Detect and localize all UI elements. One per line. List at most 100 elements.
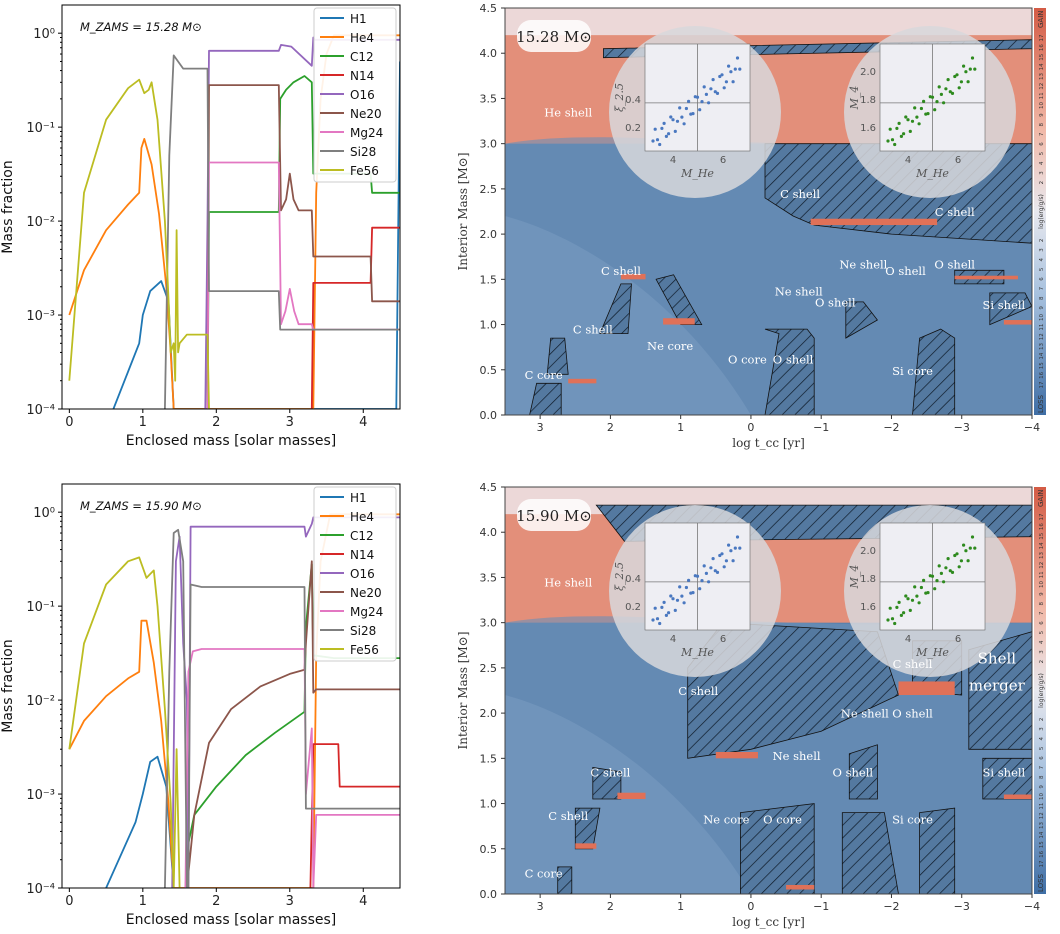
inset-left-point: [735, 56, 740, 60]
inset-right-point: [919, 585, 924, 590]
colorbar-tick: 5: [1039, 151, 1045, 155]
inset-right-point: [897, 121, 901, 125]
colorbar-label: log(erg/g/s): [1038, 673, 1045, 708]
inset-left-point: [720, 73, 724, 77]
colorbar-tick: 6: [1039, 277, 1045, 281]
colorbar-tick: 13: [1039, 342, 1045, 349]
inset-left-point: [687, 99, 691, 103]
inset-left-point: [698, 587, 702, 591]
inset-left-point: [735, 535, 740, 539]
x-tick-label: −3: [954, 900, 970, 913]
colorbar-tick: 7: [1039, 132, 1045, 136]
inset-right-point: [922, 99, 926, 103]
y-tick-label: 4.0: [480, 526, 498, 539]
convective-zone: [982, 757, 1032, 800]
inset-right-point: [933, 587, 937, 591]
inset-left-point: [660, 605, 664, 610]
inset-left-point: [655, 138, 660, 142]
inset-left-point: [718, 74, 722, 79]
inset-left-point: [662, 121, 666, 125]
inset-right-point: [910, 119, 915, 123]
inset-right-point: [942, 101, 946, 105]
y-tick-label: 10⁰: [33, 506, 55, 521]
inset-left-point: [731, 80, 735, 84]
inset-left-point: [660, 126, 664, 130]
y-axis-label: Interior Mass [M⊙]: [456, 152, 470, 270]
inset-right-point: [888, 606, 892, 610]
inset-right-point: [966, 80, 970, 84]
inset-right-point: [908, 129, 912, 133]
colorbar-tick: 16: [1039, 371, 1045, 378]
inset-right-point: [930, 95, 935, 99]
inset-left-point: [658, 142, 662, 147]
inset-right-point: [953, 74, 957, 79]
inset-right-point: [904, 594, 908, 598]
inset-left-point: [702, 564, 706, 568]
y-tick-label: 10⁻³: [26, 309, 55, 324]
burning-flash: [810, 218, 938, 226]
convective-zone: [655, 274, 703, 325]
colorbar-loss: LOSS: [1037, 873, 1045, 892]
inset-right-ylabel: M_4: [848, 86, 861, 111]
colorbar-tick: 11: [1039, 571, 1045, 578]
region-label: C core: [525, 368, 563, 382]
region-label: He shell: [544, 106, 592, 120]
region-label: O shell: [885, 264, 926, 278]
region-label: Si core: [892, 364, 933, 378]
region-label: O core: [728, 352, 767, 366]
inset-right-point: [913, 585, 917, 589]
y-tick-label: 4.5: [480, 481, 498, 494]
inset-right-xtick: 6: [955, 155, 961, 166]
colorbar-tick: 10: [1039, 793, 1045, 800]
mass-label: 15.28 M⊙: [516, 28, 592, 46]
colorbar-tick: 14: [1039, 831, 1045, 838]
region-label: C shell: [548, 809, 588, 823]
legend-label: Mg24: [350, 126, 383, 140]
inset-left-point: [724, 559, 729, 563]
legend-label: He4: [350, 31, 374, 45]
inset-right-point: [937, 564, 941, 568]
colorbar-tick: 9: [1039, 306, 1045, 310]
inset-left-point: [733, 546, 737, 550]
colorbar-loss: LOSS: [1037, 394, 1045, 413]
inset-right-xtick: 4: [905, 155, 911, 166]
series-line-si28: [164, 54, 400, 409]
legend-label: H1: [350, 12, 367, 26]
inset-right-point: [935, 579, 939, 583]
region-label: C shell: [935, 205, 975, 219]
mass-bubble: [517, 499, 591, 531]
legend-label: Fe56: [350, 164, 379, 178]
inset-left-xlabel: M_He: [680, 167, 714, 180]
series-line-fe56: [68, 78, 210, 409]
x-tick-label: 0: [747, 421, 754, 434]
colorbar-tick: 9: [1039, 785, 1045, 789]
inset-left-point: [664, 613, 669, 618]
inset-left-point: [700, 100, 704, 104]
burning-flash: [898, 681, 955, 696]
inset-right-point: [906, 597, 910, 601]
legend-label: Si28: [350, 145, 376, 159]
inset-left-point: [651, 618, 655, 622]
x-tick-label: 3: [537, 900, 544, 913]
colorbar-tick: 14: [1039, 63, 1045, 70]
plot-frame: [61, 4, 401, 410]
colorbar-tick: 3: [1039, 650, 1045, 654]
y-tick-label: 10⁻⁴: [26, 403, 55, 418]
inset-right-point: [897, 600, 901, 605]
region-label: Ne shell: [839, 257, 887, 271]
region-label: Si shell: [983, 298, 1026, 312]
inset-right-point: [955, 73, 959, 77]
inset-right-point: [944, 566, 948, 570]
inset-left-ylabel: ξ_2.5: [613, 562, 626, 591]
colorbar-tick: 11: [1039, 803, 1045, 810]
inset-left-point: [738, 546, 742, 550]
x-tick-label: 1: [139, 894, 147, 909]
convective-zone: [848, 744, 878, 800]
x-tick-label: −2: [883, 421, 899, 434]
x-tick-label: 3: [537, 421, 544, 434]
legend-label: Ne20: [350, 586, 382, 600]
inset-right-point: [919, 106, 924, 111]
colorbar-tick: 5: [1039, 267, 1045, 271]
region-label: O shell: [833, 765, 874, 779]
